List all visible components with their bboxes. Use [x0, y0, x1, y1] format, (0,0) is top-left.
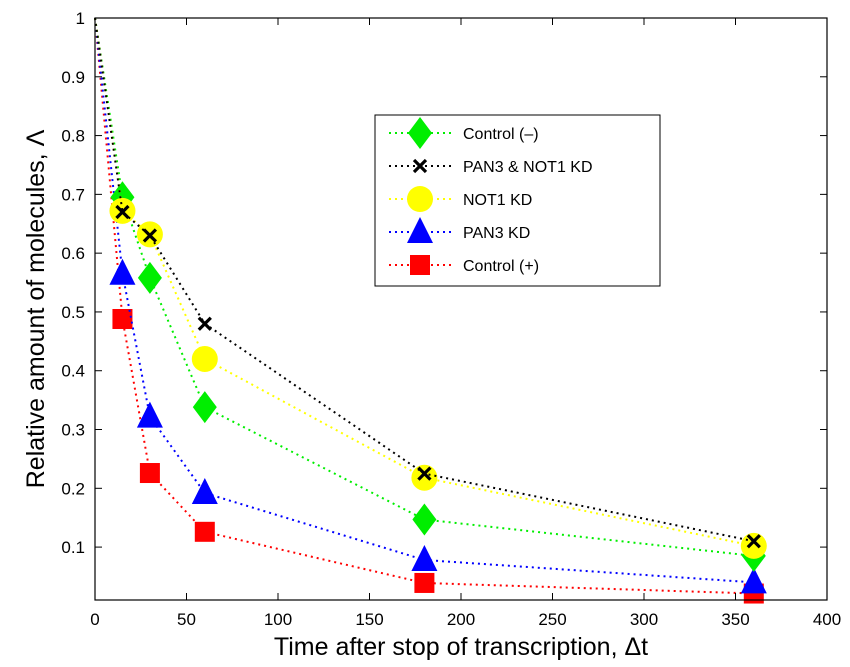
y-tick-label: 0.2 — [61, 479, 85, 498]
data-point-control — [112, 308, 133, 329]
x-tick-label: 100 — [264, 610, 292, 629]
legend-marker-pan3-not1-kd — [412, 158, 428, 174]
data-point-control — [137, 261, 162, 294]
data-point-control — [414, 572, 435, 593]
series-line-control — [94, 17, 754, 595]
y-tick-label: 0.9 — [61, 68, 85, 87]
legend-label: Control (–) — [463, 126, 539, 143]
legend-label: PAN3 KD — [463, 225, 530, 242]
y-tick-label: 0.3 — [61, 421, 85, 440]
legend-label: Control (+) — [463, 258, 539, 275]
series-layer — [94, 17, 767, 604]
data-point-control — [194, 521, 215, 542]
data-point-pan3-kd — [411, 545, 438, 572]
series-line-control — [94, 17, 754, 557]
y-tick-label: 1 — [76, 9, 85, 28]
series-line-pan3-not1-kd — [94, 17, 755, 543]
data-point-pan3-not1-kd — [142, 228, 158, 243]
legend-item-pan3-not1-kd: PAN3 & NOT1 KD — [389, 158, 593, 176]
series-pan3-not1-kd — [94, 17, 761, 549]
data-point-not1-kd — [191, 345, 218, 372]
legend-marker-control — [408, 117, 432, 149]
legend-item-not1-kd: NOT1 KD — [389, 186, 532, 212]
series-line-pan3-kd — [94, 17, 754, 584]
legend-label: PAN3 & NOT1 KD — [463, 159, 593, 176]
legend-item-control: Control (–) — [389, 117, 539, 149]
y-tick-label: 0.8 — [61, 127, 85, 146]
series-pan3-kd — [94, 17, 767, 594]
x-tick-label: 250 — [538, 610, 566, 629]
data-point-pan3-kd — [109, 258, 136, 285]
y-tick-label: 0.6 — [61, 244, 85, 263]
data-point-pan3-kd — [136, 401, 163, 428]
y-tick-label: 0.4 — [61, 362, 85, 381]
x-tick-label: 50 — [177, 610, 196, 629]
data-point-not1-kd — [740, 532, 767, 559]
data-point-pan3-not1-kd — [746, 534, 761, 549]
x-tick-label: 300 — [630, 610, 658, 629]
y-axis-title: Relative amount of molecules, Λ — [22, 129, 50, 488]
legend-label: NOT1 KD — [463, 192, 532, 209]
legend: Control (–) PAN3 & NOT1 KD NOT1 KD PAN3 KD C… — [374, 114, 661, 287]
x-tick-label: 0 — [90, 610, 99, 629]
plot-area — [95, 18, 827, 600]
data-point-pan3-not1-kd — [197, 316, 212, 331]
y-tick-label: 0.5 — [61, 303, 85, 322]
legend-item-pan3-kd: PAN3 KD — [389, 217, 530, 243]
x-axis-title: Time after stop of transcription, Δt — [274, 633, 648, 661]
x-tick-label: 400 — [813, 610, 841, 629]
y-tick-label: 0.7 — [61, 185, 85, 204]
data-point-control — [192, 391, 217, 424]
data-point-pan3-kd — [740, 567, 767, 594]
legend-marker-pan3-kd — [407, 217, 433, 243]
legend-items: Control (–) PAN3 & NOT1 KD NOT1 KD PAN3 KD C… — [389, 117, 593, 275]
y-tick-label: 0.1 — [61, 538, 85, 557]
legend-item-control: Control (+) — [389, 255, 539, 275]
x-tick-label: 150 — [355, 610, 383, 629]
x-tick-label: 350 — [721, 610, 749, 629]
x-tick-label: 200 — [447, 610, 475, 629]
series-control — [94, 17, 764, 604]
data-point-pan3-not1-kd — [115, 204, 130, 220]
data-point-control — [412, 503, 437, 536]
data-point-control — [139, 463, 160, 484]
legend-marker-control — [410, 255, 430, 275]
data-point-pan3-kd — [191, 478, 218, 505]
legend-marker-not1-kd — [407, 186, 433, 212]
data-point-pan3-not1-kd — [417, 466, 432, 481]
data-point-not1-kd — [411, 464, 438, 491]
ticks-layer: 0 50 100 150 200 250 300 350 400 0.1 0.2 0.3 0.4 0.5 0… — [61, 9, 841, 629]
